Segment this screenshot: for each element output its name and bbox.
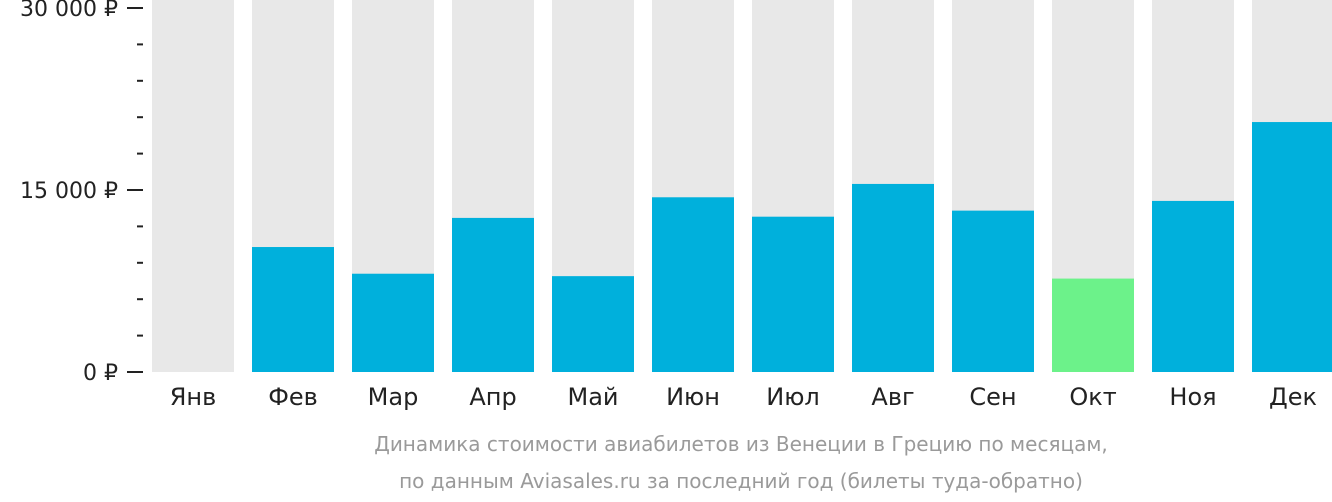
bar-Июн[interactable] — [652, 197, 734, 372]
x-tick-label: Сен — [969, 383, 1016, 411]
caption-line-2: по данным Aviasales.ru за последний год … — [399, 469, 1083, 493]
bar-Окт[interactable] — [1052, 278, 1134, 372]
y-axis: 30 000 ₽ 15 000 ₽ 0 ₽ — [20, 0, 143, 386]
bar-Фев[interactable] — [252, 247, 334, 372]
bar-Дек[interactable] — [1252, 122, 1332, 372]
y-tick-label: 15 000 ₽ — [20, 179, 118, 204]
x-tick-label: Июн — [666, 383, 720, 411]
y-tick-label: 30 000 ₽ — [20, 0, 118, 22]
x-tick-label: Июл — [766, 383, 820, 411]
x-tick-label: Апр — [469, 383, 516, 411]
bar-Апр[interactable] — [452, 217, 534, 372]
bar-Май[interactable] — [552, 276, 634, 372]
bar-Сен[interactable] — [952, 210, 1034, 372]
bar-Ноя[interactable] — [1152, 200, 1234, 372]
bar-background — [152, 0, 234, 372]
x-axis-labels: Янв Фев Мар Апр Май Июн Июл Авг Сен Окт Ноя Дек — [170, 383, 1317, 411]
x-tick-label: Мар — [368, 383, 419, 411]
x-tick-label: Янв — [170, 383, 217, 411]
x-tick-label: Дек — [1269, 383, 1317, 411]
value-bars — [252, 122, 1332, 372]
x-tick-label: Авг — [871, 383, 914, 411]
x-tick-label: Окт — [1069, 383, 1116, 411]
x-tick-label: Ноя — [1169, 383, 1216, 411]
bar-Июл[interactable] — [752, 216, 834, 372]
y-tick-label: 0 ₽ — [83, 361, 118, 386]
caption-line-1: Динамика стоимости авиабилетов из Венеци… — [374, 432, 1108, 456]
bar-Мар[interactable] — [352, 273, 434, 372]
x-tick-label: Фев — [268, 383, 318, 411]
bar-Авг[interactable] — [852, 183, 934, 372]
x-tick-label: Май — [567, 383, 618, 411]
